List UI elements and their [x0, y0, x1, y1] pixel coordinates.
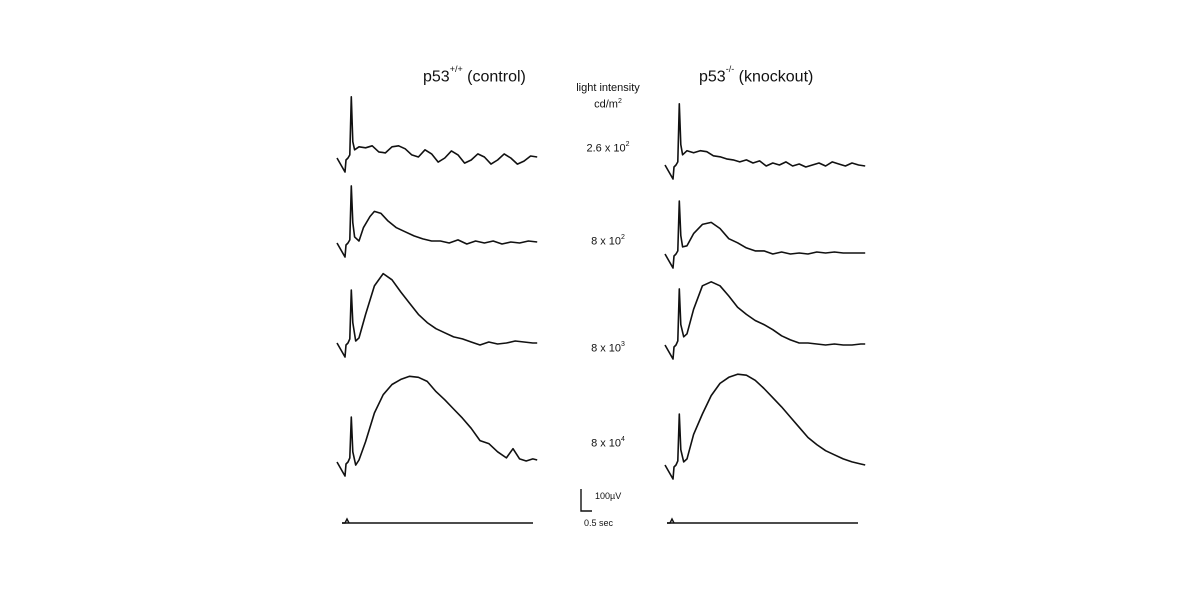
intensity-header-line2: cd/m2 [594, 98, 622, 111]
intensity-label-1: 2.6 x 102 [586, 141, 630, 155]
scale-bar-amplitude-label: 100µV [595, 491, 622, 501]
intensity-header-line1: light intensity [576, 82, 640, 94]
control-trace-1 [336, 96, 538, 173]
intensity-header: light intensity cd/m2 [560, 82, 656, 112]
intensity-label-3: 8 x 103 [591, 341, 625, 355]
control-panel-title: p53+/+ (control) [423, 64, 526, 86]
control-trace-4 [336, 375, 538, 477]
traces-group [336, 96, 866, 480]
intensity-label-4: 8 x 104 [591, 436, 625, 450]
knockout-stimulus-marker [667, 517, 675, 524]
control-trace-3 [336, 272, 538, 358]
knockout-trace-4 [664, 373, 866, 480]
control-stimulus-marker [342, 517, 350, 524]
knockout-trace-3 [664, 281, 866, 360]
knockout-panel-title: p53-/- (knockout) [699, 64, 814, 86]
scale-bar [580, 489, 592, 512]
knockout-trace-2 [664, 200, 866, 269]
scale-bar-time-label: 0.5 sec [584, 518, 614, 528]
intensity-label-2: 8 x 102 [591, 234, 625, 248]
knockout-trace-1 [664, 103, 866, 180]
control-trace-2 [336, 185, 538, 258]
